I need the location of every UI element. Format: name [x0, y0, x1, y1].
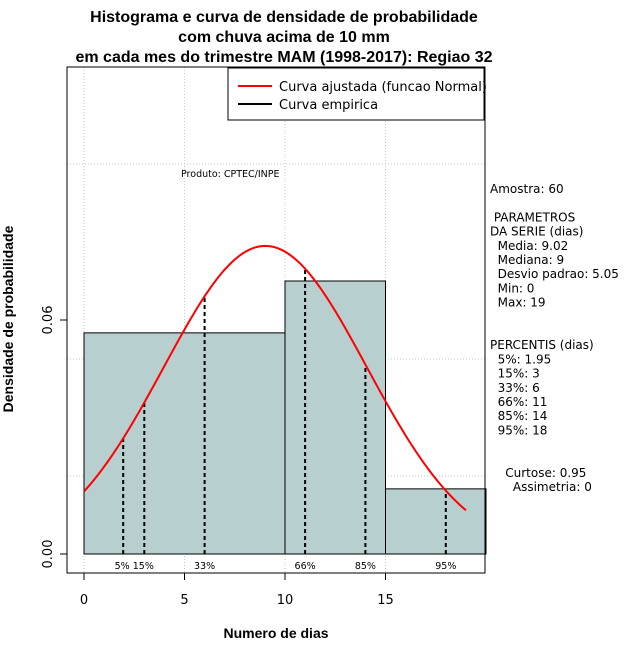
normal-curve [83, 244, 467, 512]
stats-line: Assimetria: 0 [490, 480, 592, 494]
y-tick-label: 0.06 [41, 306, 56, 335]
stats-line: 33%: 6 [490, 381, 540, 395]
stats-line: Desvio padrao: 5.05 [490, 267, 619, 281]
histogram-bars [83, 280, 487, 555]
percentile-label: 15% [133, 561, 154, 572]
legend-box [227, 67, 485, 121]
y-tick-label: 0.00 [41, 540, 56, 569]
histogram-bar [83, 332, 286, 555]
legend-label-fitted: Curva ajustada (funcao Normal) [279, 80, 487, 95]
stats-line: 95%: 18 [490, 423, 547, 437]
x-tick-label: 0 [80, 593, 88, 608]
histogram-bar [385, 488, 487, 555]
stats-line: 66%: 11 [490, 395, 547, 409]
x-tick-label: 5 [180, 593, 188, 608]
percentile-label: 66% [295, 561, 316, 572]
stats-line: 15%: 3 [490, 367, 540, 381]
title-line-2: com chuva acima de 10 mm [178, 29, 390, 46]
stats-line: Amostra: 60 [490, 182, 564, 196]
title-line-1: Histograma e curva de densidade de proba… [90, 9, 478, 26]
x-axis-label: Numero de dias [223, 625, 328, 641]
normal-curve-layer [83, 244, 467, 512]
percentile-label: 85% [355, 561, 376, 572]
chart-title: Histograma e curva de densidade de proba… [75, 9, 492, 66]
percentile-label: 33% [194, 561, 215, 572]
percentile-lines: 5% 15% 33% 66% 85% 95% [115, 268, 456, 572]
stats-line: Max: 19 [490, 296, 546, 310]
product-annotation: Produto: CPTEC/INPE [181, 169, 280, 180]
stats-line: Min: 0 [490, 281, 534, 295]
stats-line: 5%: 1.95 [490, 352, 551, 366]
x-tick-label: 15 [377, 593, 394, 608]
legend-label-empirical: Curva empirica [279, 98, 378, 113]
stats-line: Curtose: 0.95 [490, 466, 586, 480]
y-axis-label: Densidade de probabilidade [0, 225, 16, 412]
axes: 0 5 10 15 0.00 0.06 Numero de dias Densidade de… [0, 225, 394, 641]
stats-line: Mediana: 9 [490, 253, 564, 267]
title-line-3: em cada mes do trimestre MAM (1998-2017)… [75, 49, 492, 66]
stats-line: 85%: 14 [490, 409, 547, 423]
percentile-label: 5% [115, 561, 130, 572]
stats-line: PARAMETROS [490, 210, 575, 224]
stats-line: PERCENTIS (dias) [490, 338, 594, 352]
x-tick-label: 10 [277, 593, 294, 608]
percentile-label: 95% [435, 561, 456, 572]
legend: Curva ajustada (funcao Normal) Curva empi… [227, 67, 487, 121]
annotations: Produto: CPTEC/INPE [181, 169, 280, 180]
stats-line: DA SERIE (dias) [490, 225, 583, 239]
stats-line: Media: 9.02 [490, 239, 568, 253]
histogram-bar [284, 280, 386, 555]
